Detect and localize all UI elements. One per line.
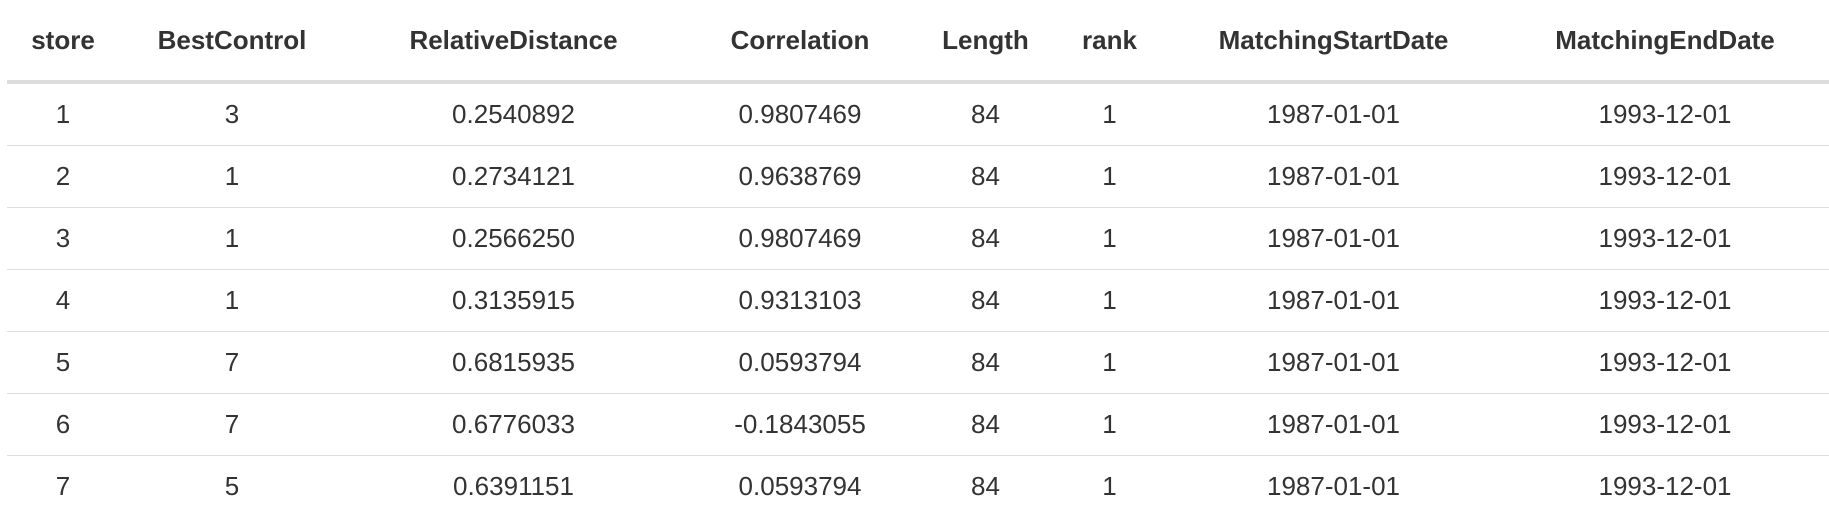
table-cell: 7 [119, 331, 345, 394]
table-cell: 3 [7, 207, 119, 270]
table-cell: 1993-12-01 [1501, 269, 1829, 332]
table-cell: 0.0593794 [682, 331, 918, 394]
table-cell: 0.2734121 [345, 145, 682, 208]
table-cell: 1 [119, 145, 345, 208]
table-cell: 1 [1053, 393, 1166, 456]
table-cell: 5 [224, 471, 240, 501]
table-cell: 1993-12-01 [1501, 145, 1829, 208]
table-cell: 84 [918, 331, 1053, 394]
column-header: BestControl [119, 0, 345, 84]
table-cell: 1 [7, 82, 119, 146]
table-cell: 7 [119, 393, 345, 456]
table-row: 2 1 0.2734121 0.9638769 84 1 1987-01-01 … [7, 145, 1829, 208]
column-header: Correlation [682, 0, 918, 84]
column-header: rank [1053, 0, 1166, 84]
table-cell: 0.0593794 [738, 471, 862, 501]
table-cell: 0.9313103 [682, 269, 918, 332]
table-cell: 84 [918, 269, 1053, 332]
table-cell: 3 [119, 82, 345, 146]
table-cell: 1 [1102, 471, 1117, 501]
table-cell: 4 [7, 269, 119, 332]
column-header: store [7, 0, 119, 84]
table-cell: 0.6815935 [345, 331, 682, 394]
table-cell: 1993-12-01 [1501, 331, 1829, 394]
table-cell: 0.2540892 [345, 82, 682, 146]
table-row: 3 1 0.2566250 0.9807469 84 1 1987-01-01 … [7, 207, 1829, 270]
table-cell: 1987-01-01 [1166, 393, 1501, 456]
table-cell: 1987-01-01 [1166, 331, 1501, 394]
table-cell: 0.9638769 [682, 145, 918, 208]
table-cell: 1 [1053, 331, 1166, 394]
table-cell: 1 [1053, 82, 1166, 146]
table-row: 7 5 0.6391151 0.0593794 84 1 1987-01-01 … [7, 456, 1829, 518]
table-cell: -0.1843055 [682, 393, 918, 456]
table-cell: 1 [1053, 269, 1166, 332]
table-cell: 1993-12-01 [1501, 207, 1829, 270]
table-cell: 6 [7, 393, 119, 456]
column-header: MatchingEndDate [1501, 0, 1829, 84]
table-cell: 1987-01-01 [1267, 471, 1400, 501]
table-cell: 0.9807469 [682, 82, 918, 146]
table-cell: 0.3135915 [345, 269, 682, 332]
table-cell: 2 [7, 145, 119, 208]
table-cell: 84 [918, 145, 1053, 208]
table-cell: 1987-01-01 [1166, 145, 1501, 208]
column-header: MatchingStartDate [1166, 0, 1501, 84]
table-cell: 1993-12-01 [1501, 82, 1829, 146]
table-cell: 84 [918, 207, 1053, 270]
table-cell: 84 [971, 471, 1000, 501]
table-row: 1 3 0.2540892 0.9807469 84 1 1987-01-01 … [7, 82, 1829, 146]
table-cell: 1987-01-01 [1166, 82, 1501, 146]
header-row: store BestControl RelativeDistance Corre… [7, 0, 1829, 84]
table-cell: 1993-12-01 [1501, 393, 1829, 456]
column-header: RelativeDistance [345, 0, 682, 84]
table-cell: 0.2566250 [345, 207, 682, 270]
column-header: Length [918, 0, 1053, 84]
table-cell: 84 [918, 393, 1053, 456]
results-table-container: store BestControl RelativeDistance Corre… [7, 0, 1829, 517]
table-cell: 1987-01-01 [1166, 207, 1501, 270]
table-cell: 0.9807469 [682, 207, 918, 270]
table-cell: 1 [1053, 145, 1166, 208]
table-cell: 1993-12-01 [1598, 471, 1732, 501]
table-cell: 84 [918, 82, 1053, 146]
table-cell: 1 [119, 269, 345, 332]
table-cell: 5 [7, 331, 119, 394]
table-row: 6 7 0.6776033 -0.1843055 84 1 1987-01-01… [7, 393, 1829, 456]
table-cell: 0.6776033 [345, 393, 682, 456]
table-row: 5 7 0.6815935 0.0593794 84 1 1987-01-01 … [7, 331, 1829, 394]
table-cell: 0.6391151 [453, 471, 574, 501]
table-cell: 1987-01-01 [1166, 269, 1501, 332]
results-table: store BestControl RelativeDistance Corre… [7, 0, 1829, 517]
table-cell: 7 [55, 471, 71, 501]
table-cell: 1 [119, 207, 345, 270]
table-row: 4 1 0.3135915 0.9313103 84 1 1987-01-01 … [7, 269, 1829, 332]
table-cell: 1 [1053, 207, 1166, 270]
